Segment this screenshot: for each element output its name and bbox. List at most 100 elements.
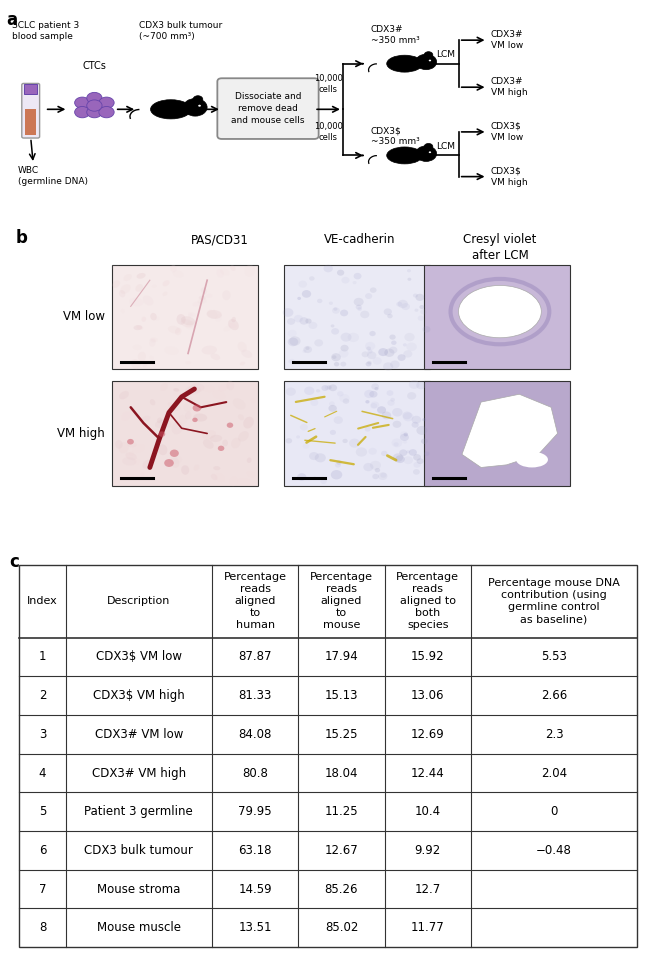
Ellipse shape — [289, 358, 295, 363]
Ellipse shape — [422, 326, 430, 333]
Ellipse shape — [400, 431, 408, 438]
Ellipse shape — [360, 311, 369, 318]
Ellipse shape — [306, 346, 309, 350]
Circle shape — [192, 418, 198, 423]
Ellipse shape — [387, 390, 393, 396]
Ellipse shape — [297, 296, 301, 300]
Text: CDX3 bulk tumour
(~700 mm³): CDX3 bulk tumour (~700 mm³) — [139, 21, 222, 41]
Ellipse shape — [407, 392, 416, 400]
Ellipse shape — [418, 315, 424, 321]
Ellipse shape — [185, 361, 191, 364]
Ellipse shape — [203, 440, 214, 448]
Circle shape — [193, 96, 203, 103]
Ellipse shape — [416, 381, 426, 389]
Ellipse shape — [251, 399, 255, 403]
Ellipse shape — [378, 472, 387, 480]
Ellipse shape — [125, 452, 137, 460]
Ellipse shape — [160, 383, 168, 391]
Text: 10.4: 10.4 — [415, 805, 441, 818]
Ellipse shape — [365, 361, 371, 366]
Ellipse shape — [364, 390, 374, 398]
Ellipse shape — [150, 338, 156, 342]
Ellipse shape — [382, 411, 391, 420]
Ellipse shape — [181, 316, 195, 325]
Ellipse shape — [288, 337, 298, 346]
Ellipse shape — [226, 380, 234, 390]
Ellipse shape — [372, 358, 382, 364]
Text: 84.08: 84.08 — [239, 728, 272, 741]
Ellipse shape — [111, 265, 120, 270]
Ellipse shape — [120, 284, 131, 293]
Ellipse shape — [413, 462, 421, 467]
Text: 11.25: 11.25 — [324, 805, 358, 818]
Text: 2: 2 — [39, 689, 46, 702]
Ellipse shape — [304, 386, 315, 395]
Ellipse shape — [356, 305, 362, 310]
Text: PAS/CD31: PAS/CD31 — [191, 233, 249, 246]
Ellipse shape — [211, 354, 220, 360]
Ellipse shape — [408, 277, 411, 281]
Ellipse shape — [369, 331, 376, 337]
Ellipse shape — [162, 292, 168, 296]
Text: a: a — [6, 11, 17, 29]
Ellipse shape — [378, 348, 388, 357]
Ellipse shape — [353, 281, 357, 284]
Ellipse shape — [407, 269, 411, 272]
Ellipse shape — [207, 310, 222, 319]
Ellipse shape — [228, 319, 239, 330]
Ellipse shape — [406, 342, 417, 351]
Ellipse shape — [142, 316, 146, 322]
Text: CDX3# VM high: CDX3# VM high — [92, 767, 186, 779]
Ellipse shape — [216, 315, 222, 322]
Circle shape — [99, 106, 114, 118]
Ellipse shape — [333, 308, 337, 311]
Text: 5.53: 5.53 — [541, 650, 567, 663]
Text: 11.77: 11.77 — [411, 922, 445, 934]
Ellipse shape — [395, 455, 405, 463]
Ellipse shape — [119, 391, 129, 400]
Text: SCLC patient 3
blood sample: SCLC patient 3 blood sample — [12, 21, 79, 41]
Text: 12.67: 12.67 — [324, 844, 358, 857]
Ellipse shape — [158, 445, 167, 455]
Ellipse shape — [392, 408, 402, 417]
Text: CDX3$
VM low: CDX3$ VM low — [491, 121, 523, 141]
Ellipse shape — [341, 361, 346, 366]
Ellipse shape — [216, 269, 224, 277]
Ellipse shape — [211, 474, 218, 480]
Ellipse shape — [302, 290, 311, 297]
Bar — [112, 381, 258, 486]
Ellipse shape — [365, 426, 370, 432]
Ellipse shape — [365, 400, 369, 403]
Text: −0.48: −0.48 — [536, 844, 572, 857]
Ellipse shape — [417, 458, 424, 464]
Ellipse shape — [172, 422, 183, 434]
Ellipse shape — [404, 333, 415, 341]
Ellipse shape — [396, 302, 402, 307]
Ellipse shape — [329, 301, 333, 305]
Ellipse shape — [122, 411, 131, 421]
Text: LCM: LCM — [437, 141, 456, 151]
Ellipse shape — [343, 399, 349, 403]
Ellipse shape — [154, 428, 158, 433]
Ellipse shape — [168, 402, 173, 407]
Circle shape — [429, 151, 431, 153]
Ellipse shape — [150, 313, 157, 320]
Circle shape — [127, 439, 134, 445]
Ellipse shape — [424, 451, 430, 456]
Ellipse shape — [337, 270, 344, 275]
Text: 13.06: 13.06 — [411, 689, 445, 702]
Ellipse shape — [402, 411, 412, 420]
Ellipse shape — [332, 356, 337, 358]
Ellipse shape — [387, 55, 422, 72]
Ellipse shape — [331, 324, 335, 328]
Ellipse shape — [339, 394, 350, 402]
Ellipse shape — [151, 337, 158, 341]
Ellipse shape — [205, 293, 213, 297]
Text: CDX3#
VM low: CDX3# VM low — [491, 30, 523, 51]
Text: Percentage
reads
aligned
to
mouse: Percentage reads aligned to mouse — [310, 573, 373, 630]
Ellipse shape — [142, 416, 150, 422]
Ellipse shape — [164, 346, 179, 355]
Ellipse shape — [220, 269, 229, 275]
Text: 2.3: 2.3 — [545, 728, 564, 741]
Ellipse shape — [222, 440, 228, 446]
